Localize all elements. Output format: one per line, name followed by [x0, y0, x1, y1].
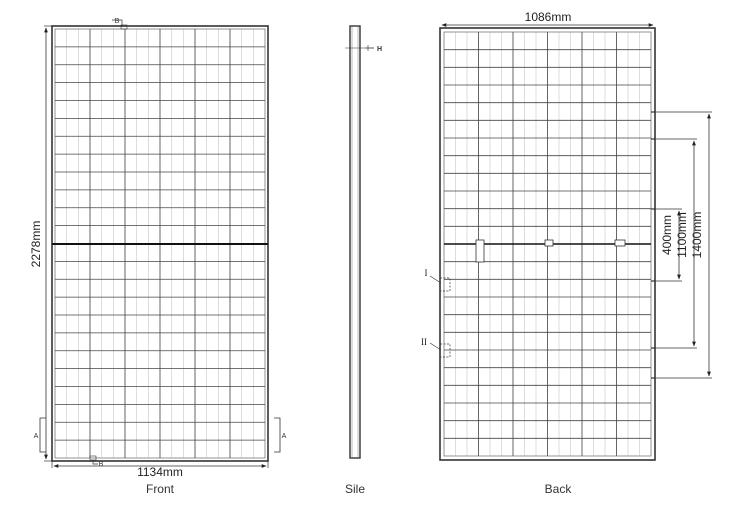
section-a-marker-right: A	[274, 417, 287, 453]
svg-text:B: B	[99, 461, 104, 468]
back-caption: Back	[545, 482, 573, 496]
front-height-label: 2278mm	[29, 221, 43, 268]
svg-text:B: B	[115, 18, 120, 25]
svg-text:I: I	[425, 268, 428, 278]
front-width-label: 1134mm	[137, 465, 183, 479]
svg-text:A: A	[282, 433, 287, 440]
section-a-marker-left: A	[34, 417, 46, 453]
back-frame	[439, 27, 656, 461]
detail-ii-marker: II	[421, 337, 451, 358]
junction-box-middle	[544, 239, 554, 247]
spacing-400-label: 400mm	[660, 215, 674, 255]
detail-i-marker: I	[425, 268, 451, 292]
side-view: H Sile	[345, 25, 382, 496]
front-view: 2278mm 1134mm A A B B Front	[29, 18, 287, 496]
side-thickness-label: H	[377, 46, 382, 53]
front-caption: Front	[146, 482, 175, 496]
junction-box-left	[475, 239, 485, 263]
detail-b-marker-top: B	[112, 18, 128, 30]
spacing-1400-label: 1400mm	[690, 212, 704, 259]
svg-text:II: II	[421, 337, 427, 347]
spacing-1100-label: 1100mm	[675, 212, 689, 258]
back-width-label: 1086mm	[525, 10, 572, 24]
side-frame	[349, 25, 361, 459]
junction-box-right	[614, 239, 626, 247]
detail-b-marker-bottom: B	[89, 455, 104, 468]
side-caption: Sile	[345, 482, 365, 496]
back-view: 1086mm 400mm 1100mm 1400mm I II	[421, 10, 712, 496]
svg-text:A: A	[34, 433, 39, 440]
